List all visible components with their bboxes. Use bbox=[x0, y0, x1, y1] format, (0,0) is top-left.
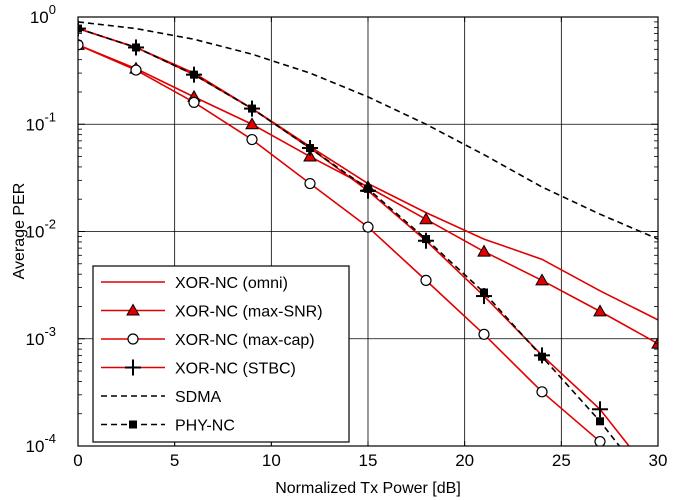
data-point bbox=[190, 70, 198, 79]
legend-box bbox=[92, 265, 350, 443]
data-point bbox=[419, 212, 433, 225]
y-tick-label: 10-2 bbox=[26, 217, 56, 242]
data-point bbox=[593, 304, 607, 317]
data-point bbox=[364, 184, 372, 193]
legend-marker bbox=[125, 359, 141, 376]
legend-label: XOR-NC (STBC) bbox=[175, 361, 296, 378]
legend-label: XOR-NC (omni) bbox=[175, 275, 288, 292]
data-point bbox=[248, 104, 256, 113]
legend-marker bbox=[129, 420, 137, 429]
y-tick-label: 100 bbox=[30, 2, 56, 27]
data-point bbox=[132, 43, 140, 52]
legend-item: XOR-NC (max-SNR) bbox=[101, 303, 323, 321]
data-point bbox=[596, 417, 604, 426]
x-tick-label: 5 bbox=[170, 451, 179, 470]
legend-item: XOR-NC (STBC) bbox=[101, 359, 296, 378]
legend-marker bbox=[126, 303, 140, 316]
legend: XOR-NC (omni) XOR-NC (max-SNR) XOR-NC (max… bbox=[92, 265, 350, 443]
legend-label: XOR-NC (max-SNR) bbox=[175, 304, 323, 321]
data-point bbox=[78, 20, 86, 37]
data-point bbox=[245, 117, 259, 130]
data-point bbox=[420, 274, 432, 286]
data-point bbox=[130, 64, 142, 76]
data-point bbox=[422, 235, 430, 244]
x-tick-label: 20 bbox=[455, 451, 474, 470]
x-axis-label: Normalized Tx Power [dB] bbox=[275, 480, 461, 497]
legend-label: XOR-NC (max-cap) bbox=[175, 332, 315, 349]
legend-marker bbox=[127, 333, 139, 345]
data-point bbox=[362, 221, 374, 233]
data-point bbox=[306, 144, 314, 153]
y-axis-label: Average PER bbox=[11, 183, 28, 280]
legend-label: PHY-NC bbox=[175, 418, 235, 435]
legend-item: XOR-NC (max-cap) bbox=[101, 332, 315, 349]
series-line bbox=[78, 21, 658, 240]
x-tick-label: 10 bbox=[262, 451, 281, 470]
y-tick-label: 10-3 bbox=[26, 324, 56, 349]
data-point bbox=[536, 386, 548, 398]
data-point bbox=[188, 96, 200, 108]
data-point bbox=[480, 288, 488, 297]
x-tick-label: 25 bbox=[552, 451, 571, 470]
legend-item: XOR-NC (omni) bbox=[101, 275, 288, 292]
x-tick-label: 15 bbox=[359, 451, 378, 470]
ticks: 0 5 10 15 20 25 30 100 10-1 10-2 10-3 10-4 bbox=[26, 2, 668, 470]
series-xor-nc-max-cap bbox=[78, 39, 606, 446]
x-tick-label: 30 bbox=[649, 451, 668, 470]
data-point bbox=[78, 39, 84, 51]
y-tick-label: 10-1 bbox=[26, 109, 56, 134]
legend-label: SDMA bbox=[175, 389, 222, 406]
y-tick-label: 10-4 bbox=[26, 431, 56, 456]
data-point bbox=[304, 177, 316, 190]
data-point bbox=[478, 328, 490, 340]
series-phy-nc bbox=[78, 24, 620, 446]
series-sdma bbox=[78, 21, 658, 240]
data-point bbox=[538, 352, 546, 361]
series-layer bbox=[78, 20, 658, 446]
data-point bbox=[592, 401, 608, 418]
data-point bbox=[477, 244, 491, 257]
legend-item: PHY-NC bbox=[101, 418, 235, 435]
data-point bbox=[535, 273, 549, 286]
legend-item: SDMA bbox=[101, 389, 222, 406]
x-tick-label: 0 bbox=[73, 451, 82, 470]
data-point bbox=[246, 133, 258, 146]
series-line bbox=[78, 44, 601, 443]
data-point bbox=[594, 435, 606, 446]
data-point bbox=[78, 24, 82, 33]
data-point bbox=[651, 336, 658, 349]
